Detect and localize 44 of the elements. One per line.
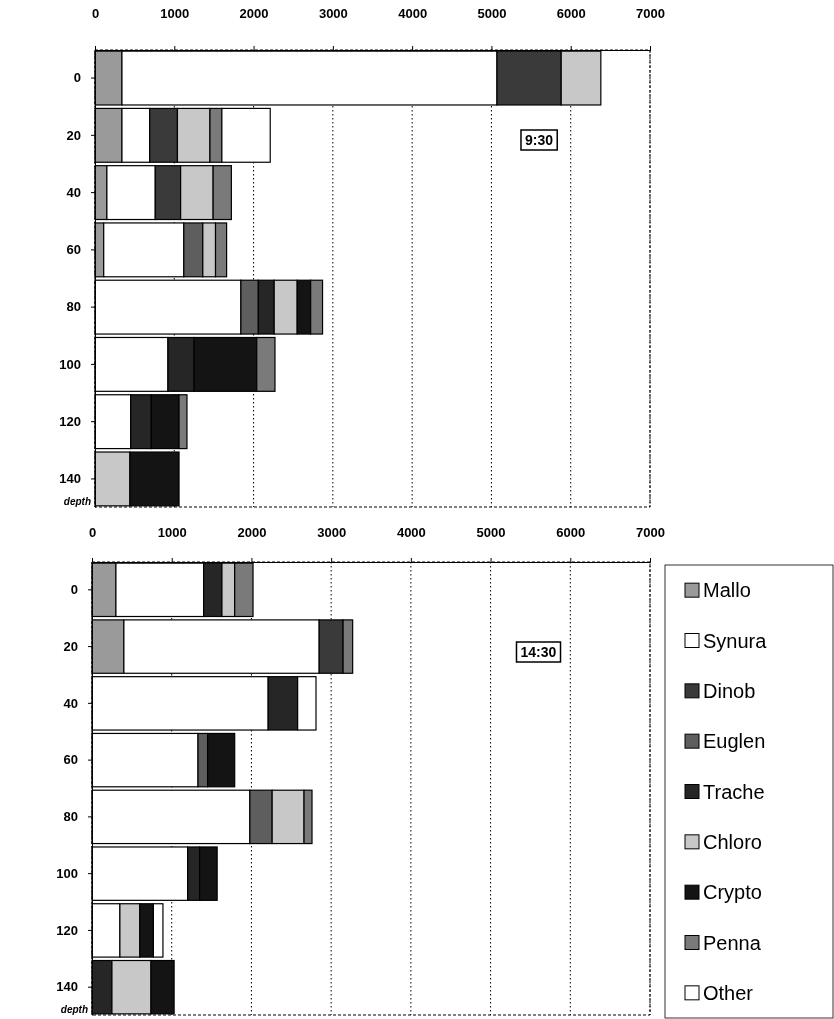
y-tick-label: 120 <box>56 922 78 938</box>
legend-label: Trache <box>703 780 765 803</box>
legend-label: Synura <box>703 629 768 652</box>
y-tick-label: 80 <box>63 809 78 825</box>
y-tick-label: 60 <box>66 242 81 258</box>
y-tick-label: 0 <box>70 581 78 597</box>
x-tick-label: 4000 <box>398 6 428 21</box>
x-tick-label: 1000 <box>157 525 187 540</box>
y-tick-label: 140 <box>59 471 81 487</box>
legend-label: Other <box>703 981 754 1004</box>
x-tick-label: 3000 <box>318 6 348 21</box>
x-tick-label: 6000 <box>556 525 586 540</box>
x-tick-label: 7000 <box>636 525 665 540</box>
legend-label: Euglen <box>703 730 766 753</box>
x-tick-label: 6000 <box>556 6 586 21</box>
legend-label: Crypto <box>703 881 762 904</box>
y-tick-label: 20 <box>66 127 81 143</box>
y-tick-label: 60 <box>63 752 78 768</box>
y-tick-label: 40 <box>63 695 78 711</box>
y-tick-label: 100 <box>56 865 78 881</box>
y-tick-label: 80 <box>66 299 81 315</box>
y-axis-title: depth <box>60 1004 88 1015</box>
x-tick-label: 5000 <box>477 6 507 21</box>
legend-label: Penna <box>703 931 762 954</box>
x-tick-label: 2000 <box>237 525 267 540</box>
x-tick-label: 7000 <box>636 6 665 21</box>
legend-label: Dinob <box>703 679 756 702</box>
legend-label: Mallo <box>703 579 751 602</box>
y-axis-title: depth <box>63 496 91 507</box>
legend-label: Chloro <box>703 830 762 853</box>
y-tick-label: 120 <box>59 413 81 429</box>
y-tick-label: 140 <box>56 979 78 995</box>
y-tick-label: 0 <box>73 70 81 86</box>
y-tick-label: 40 <box>66 184 81 200</box>
annotation: 14:30 <box>520 644 557 660</box>
x-tick-label: 5000 <box>476 525 506 540</box>
x-tick-label: 2000 <box>239 6 269 21</box>
x-tick-label: 0 <box>88 525 97 540</box>
y-tick-label: 20 <box>63 638 78 654</box>
x-tick-label: 4000 <box>396 525 426 540</box>
y-tick-label: 100 <box>59 356 81 372</box>
x-tick-label: 1000 <box>160 6 190 21</box>
x-tick-label: 0 <box>91 6 100 21</box>
x-tick-label: 3000 <box>317 525 347 540</box>
